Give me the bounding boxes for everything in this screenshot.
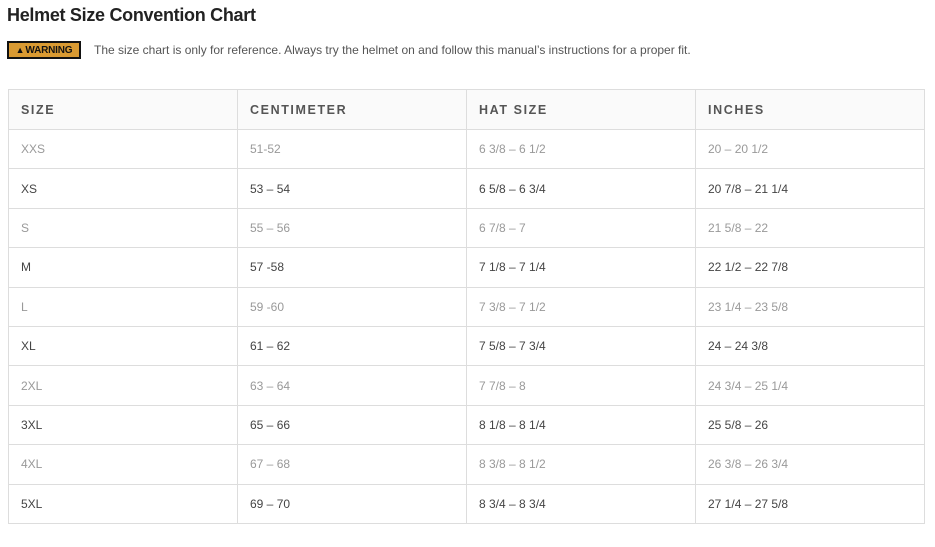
table-cell: 53 – 54 <box>237 168 467 209</box>
table-cell: 26 3/8 – 26 3/4 <box>695 444 925 485</box>
table-cell: 51-52 <box>237 128 467 170</box>
column-header-hat-size: HAT SIZE <box>466 89 696 130</box>
table-row: S 55 – 56 6 7/8 – 7 21 5/8 – 22 <box>8 207 925 249</box>
table-row: 4XL 67 – 68 8 3/8 – 8 1/2 26 3/8 – 26 3/4 <box>8 444 925 485</box>
size-chart-table: SIZE CENTIMETER HAT SIZE INCHES XXS 51-52 6 3… <box>8 89 925 524</box>
table-header-row: SIZE CENTIMETER HAT SIZE INCHES <box>8 89 925 130</box>
table-cell: XL <box>8 325 238 367</box>
table-cell: 8 1/8 – 8 1/4 <box>466 404 696 446</box>
table-cell: 7 7/8 – 8 <box>466 365 696 406</box>
table-cell: 6 7/8 – 7 <box>466 207 696 249</box>
table-cell: 59 -60 <box>237 286 467 327</box>
table-cell: 25 5/8 – 26 <box>695 404 925 446</box>
column-header-centimeter: CENTIMETER <box>237 89 467 130</box>
table-cell: 21 5/8 – 22 <box>695 207 925 249</box>
column-header-inches: INCHES <box>695 89 925 130</box>
warning-triangle-icon: ▲ <box>15 45 25 55</box>
table-cell: 4XL <box>8 444 238 485</box>
table-cell: L <box>8 286 238 327</box>
column-header-size: SIZE <box>8 89 238 130</box>
table-cell: 6 3/8 – 6 1/2 <box>466 128 696 170</box>
table-row: L 59 -60 7 3/8 – 7 1/2 23 1/4 – 23 5/8 <box>8 286 925 327</box>
table-cell: 24 – 24 3/8 <box>695 325 925 367</box>
table-row: M 57 -58 7 1/8 – 7 1/4 22 1/2 – 22 7/8 <box>8 247 925 288</box>
table-cell: 7 1/8 – 7 1/4 <box>466 247 696 288</box>
table-cell: 61 – 62 <box>237 325 467 367</box>
table-row: XL 61 – 62 7 5/8 – 7 3/4 24 – 24 3/8 <box>8 325 925 367</box>
warning-text: The size chart is only for reference. Al… <box>94 43 691 57</box>
table-cell: XXS <box>8 128 238 170</box>
table-cell: 27 1/4 – 27 5/8 <box>695 483 925 524</box>
table-cell: 55 – 56 <box>237 207 467 249</box>
page-title: Helmet Size Convention Chart <box>7 5 256 25</box>
table-cell: 7 5/8 – 7 3/4 <box>466 325 696 367</box>
table-cell: 2XL <box>8 365 238 406</box>
table-cell: M <box>8 247 238 288</box>
table-cell: 20 – 20 1/2 <box>695 128 925 170</box>
table-cell: XS <box>8 168 238 209</box>
table-cell: 65 – 66 <box>237 404 467 446</box>
table-cell: S <box>8 207 238 249</box>
warning-notice: ▲ WARNING The size chart is only for ref… <box>7 41 691 59</box>
table-cell: 5XL <box>8 483 238 524</box>
warning-badge-label: WARNING <box>25 44 73 56</box>
table-cell: 57 -58 <box>237 247 467 288</box>
table-cell: 67 – 68 <box>237 444 467 485</box>
table-cell: 8 3/8 – 8 1/2 <box>466 444 696 485</box>
table-cell: 24 3/4 – 25 1/4 <box>695 365 925 406</box>
table-row: XS 53 – 54 6 5/8 – 6 3/4 20 7/8 – 21 1/4 <box>8 168 925 209</box>
table-cell: 3XL <box>8 404 238 446</box>
table-cell: 23 1/4 – 23 5/8 <box>695 286 925 327</box>
table-cell: 20 7/8 – 21 1/4 <box>695 168 925 209</box>
table-cell: 6 5/8 – 6 3/4 <box>466 168 696 209</box>
table-row: 2XL 63 – 64 7 7/8 – 8 24 3/4 – 25 1/4 <box>8 365 925 406</box>
table-cell: 69 – 70 <box>237 483 467 524</box>
table-cell: 22 1/2 – 22 7/8 <box>695 247 925 288</box>
warning-badge: ▲ WARNING <box>7 41 81 59</box>
table-cell: 7 3/8 – 7 1/2 <box>466 286 696 327</box>
table-cell: 8 3/4 – 8 3/4 <box>466 483 696 524</box>
table-cell: 63 – 64 <box>237 365 467 406</box>
table-row: 5XL 69 – 70 8 3/4 – 8 3/4 27 1/4 – 27 5/8 <box>8 483 925 524</box>
table-row: XXS 51-52 6 3/8 – 6 1/2 20 – 20 1/2 <box>8 128 925 170</box>
table-row: 3XL 65 – 66 8 1/8 – 8 1/4 25 5/8 – 26 <box>8 404 925 446</box>
